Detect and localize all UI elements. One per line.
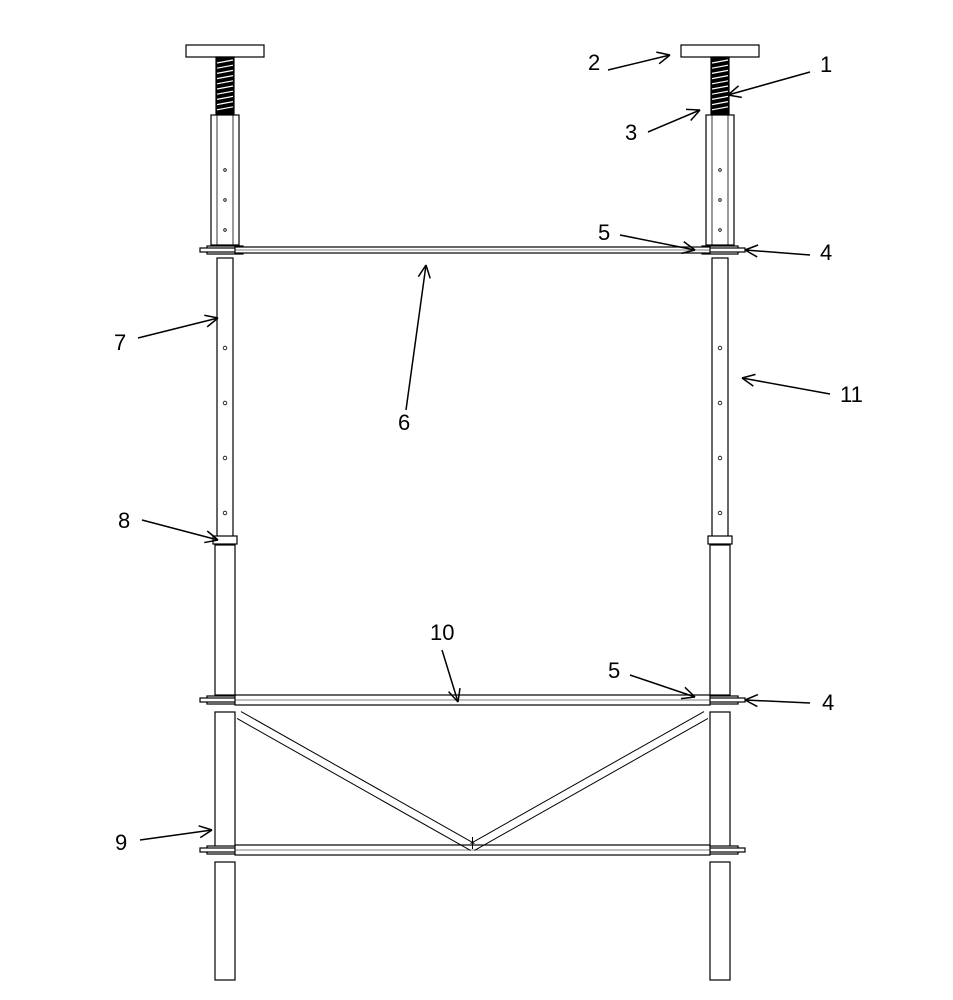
label-3: 3	[625, 109, 700, 145]
svg-text:4: 4	[820, 240, 832, 265]
diagram-canvas: 1 2 3 4 5 6 7 8 9 10 11 5 4	[0, 0, 953, 1000]
label-7: 7	[114, 315, 218, 355]
label-1: 1	[728, 52, 832, 97]
label-5: 5	[608, 658, 695, 699]
svg-text:8: 8	[118, 508, 130, 533]
label-4: 4	[745, 690, 834, 715]
svg-text:1: 1	[820, 52, 832, 77]
svg-text:10: 10	[430, 620, 454, 645]
svg-text:4: 4	[822, 690, 834, 715]
label-10: 10	[430, 620, 460, 702]
label-2: 2	[588, 50, 670, 75]
label-9: 9	[115, 826, 212, 855]
svg-text:5: 5	[598, 220, 610, 245]
svg-text:5: 5	[608, 658, 620, 683]
svg-text:9: 9	[115, 830, 127, 855]
svg-text:6: 6	[398, 410, 410, 435]
svg-text:3: 3	[625, 120, 637, 145]
svg-text:11: 11	[840, 382, 863, 407]
svg-text:7: 7	[114, 330, 126, 355]
label-6: 6	[398, 265, 430, 435]
label-11: 11	[742, 374, 863, 407]
svg-text:2: 2	[588, 50, 600, 75]
diagram-svg: 1 2 3 4 5 6 7 8 9 10 11 5 4	[0, 0, 953, 1000]
label-8: 8	[118, 508, 218, 543]
label-4: 4	[745, 240, 832, 265]
